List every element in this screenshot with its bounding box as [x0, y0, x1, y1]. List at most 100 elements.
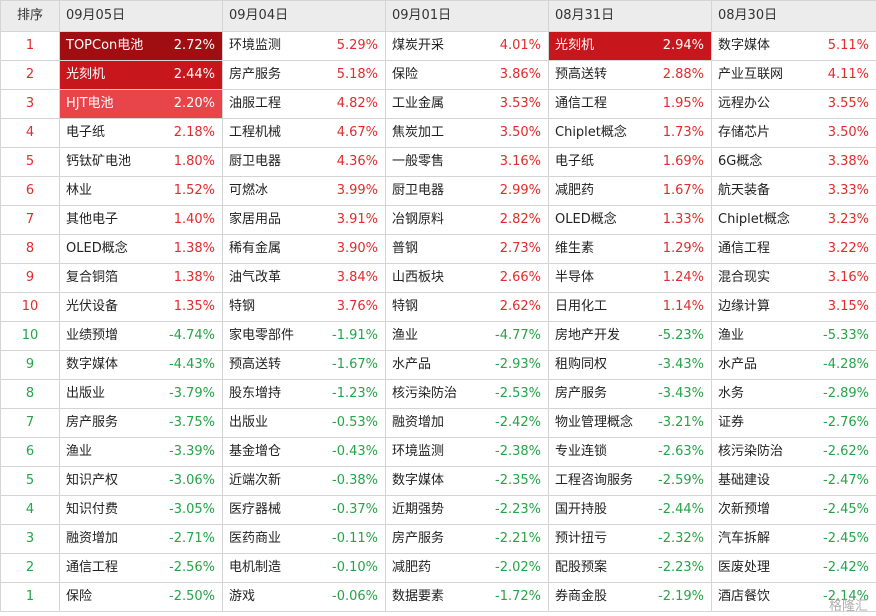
sector-name[interactable]: 近期强势: [385, 495, 482, 525]
sector-name[interactable]: 油服工程: [222, 89, 319, 119]
date-header[interactable]: 08月30日: [711, 0, 808, 32]
sector-name[interactable]: 电子纸: [548, 147, 645, 177]
sector-name[interactable]: 医疗器械: [222, 495, 319, 525]
sector-name[interactable]: 航天装备: [711, 176, 808, 206]
sector-name[interactable]: 油气改革: [222, 263, 319, 293]
sector-name[interactable]: 通信工程: [59, 553, 156, 583]
sector-name[interactable]: 游戏: [222, 582, 319, 612]
sector-name[interactable]: 特钢: [222, 292, 319, 322]
sector-name[interactable]: 稀有金属: [222, 234, 319, 264]
sector-name[interactable]: 厨卫电器: [385, 176, 482, 206]
sector-name[interactable]: 日用化工: [548, 292, 645, 322]
sector-name[interactable]: 普钢: [385, 234, 482, 264]
sector-name[interactable]: 房产服务: [385, 524, 482, 554]
sector-name[interactable]: 6G概念: [711, 147, 808, 177]
sector-name[interactable]: 存储芯片: [711, 118, 808, 148]
sector-name[interactable]: 数字媒体: [711, 31, 808, 61]
date-header[interactable]: 09月04日: [222, 0, 319, 32]
sector-name[interactable]: 保险: [59, 582, 156, 612]
sector-name[interactable]: Chiplet概念: [548, 118, 645, 148]
sector-name[interactable]: 通信工程: [548, 89, 645, 119]
sector-name[interactable]: 一般零售: [385, 147, 482, 177]
sector-name[interactable]: 基金增仓: [222, 437, 319, 467]
sector-name[interactable]: 知识产权: [59, 466, 156, 496]
sector-name[interactable]: 水产品: [711, 350, 808, 380]
sector-name[interactable]: 厨卫电器: [222, 147, 319, 177]
sector-name[interactable]: 物业管理概念: [548, 408, 645, 438]
sector-name[interactable]: OLED概念: [59, 234, 156, 264]
sector-name[interactable]: 林业: [59, 176, 156, 206]
sector-name[interactable]: 光刻机: [59, 60, 156, 90]
sector-name[interactable]: 产业互联网: [711, 60, 808, 90]
sector-name[interactable]: 工程咨询服务: [548, 466, 645, 496]
sector-name[interactable]: Chiplet概念: [711, 205, 808, 235]
sector-name[interactable]: 房产服务: [548, 379, 645, 409]
sector-name[interactable]: 次新预增: [711, 495, 808, 525]
sector-name[interactable]: 家电零部件: [222, 321, 319, 351]
sector-name[interactable]: 工业金属: [385, 89, 482, 119]
sector-name[interactable]: 保险: [385, 60, 482, 90]
sector-name[interactable]: 租购同权: [548, 350, 645, 380]
sector-name[interactable]: TOPCon电池: [59, 31, 156, 61]
sector-name[interactable]: 知识付费: [59, 495, 156, 525]
sector-name[interactable]: 汽车拆解: [711, 524, 808, 554]
sector-name[interactable]: 房地产开发: [548, 321, 645, 351]
sector-name[interactable]: 渔业: [385, 321, 482, 351]
sector-name[interactable]: OLED概念: [548, 205, 645, 235]
sector-name[interactable]: 家居用品: [222, 205, 319, 235]
sector-name[interactable]: 融资增加: [385, 408, 482, 438]
sector-name[interactable]: 核污染防治: [711, 437, 808, 467]
sector-name[interactable]: 减肥药: [548, 176, 645, 206]
sector-name[interactable]: 国开持股: [548, 495, 645, 525]
sector-name[interactable]: 煤炭开采: [385, 31, 482, 61]
sector-name[interactable]: 预计扭亏: [548, 524, 645, 554]
sector-name[interactable]: 钙钛矿电池: [59, 147, 156, 177]
sector-name[interactable]: 水产品: [385, 350, 482, 380]
sector-name[interactable]: 预高送转: [548, 60, 645, 90]
sector-name[interactable]: 医废处理: [711, 553, 808, 583]
sector-name[interactable]: 券商金股: [548, 582, 645, 612]
sector-name[interactable]: 专业连锁: [548, 437, 645, 467]
sector-name[interactable]: 基础建设: [711, 466, 808, 496]
sector-name[interactable]: 数据要素: [385, 582, 482, 612]
sector-name[interactable]: 复合铜箔: [59, 263, 156, 293]
sector-name[interactable]: 证券: [711, 408, 808, 438]
sector-name[interactable]: 电子纸: [59, 118, 156, 148]
sector-name[interactable]: 近端次新: [222, 466, 319, 496]
date-header[interactable]: 09月01日: [385, 0, 482, 32]
sector-name[interactable]: 山西板块: [385, 263, 482, 293]
sector-name[interactable]: 水务: [711, 379, 808, 409]
sector-name[interactable]: 冶钢原料: [385, 205, 482, 235]
sector-name[interactable]: 数字媒体: [59, 350, 156, 380]
sector-name[interactable]: 融资增加: [59, 524, 156, 554]
sector-name[interactable]: 核污染防治: [385, 379, 482, 409]
sector-name[interactable]: 光刻机: [548, 31, 645, 61]
sector-name[interactable]: 房产服务: [222, 60, 319, 90]
sector-name[interactable]: 工程机械: [222, 118, 319, 148]
sector-name[interactable]: 环境监测: [385, 437, 482, 467]
sector-name[interactable]: 医药商业: [222, 524, 319, 554]
sector-name[interactable]: 特钢: [385, 292, 482, 322]
sector-name[interactable]: 远程办公: [711, 89, 808, 119]
sector-name[interactable]: 预高送转: [222, 350, 319, 380]
sector-name[interactable]: 股东增持: [222, 379, 319, 409]
sector-name[interactable]: 渔业: [59, 437, 156, 467]
sector-name[interactable]: 环境监测: [222, 31, 319, 61]
sector-name[interactable]: 出版业: [59, 379, 156, 409]
sector-name[interactable]: 配股预案: [548, 553, 645, 583]
sector-name[interactable]: 渔业: [711, 321, 808, 351]
sector-name[interactable]: 减肥药: [385, 553, 482, 583]
sector-name[interactable]: HJT电池: [59, 89, 156, 119]
sector-name[interactable]: 电机制造: [222, 553, 319, 583]
sector-name[interactable]: 业绩预增: [59, 321, 156, 351]
sector-name[interactable]: 边缘计算: [711, 292, 808, 322]
sector-name[interactable]: 其他电子: [59, 205, 156, 235]
sector-name[interactable]: 数字媒体: [385, 466, 482, 496]
date-header[interactable]: 08月31日: [548, 0, 645, 32]
sector-name[interactable]: 焦炭加工: [385, 118, 482, 148]
sector-name[interactable]: 半导体: [548, 263, 645, 293]
sector-name[interactable]: 房产服务: [59, 408, 156, 438]
sector-name[interactable]: 酒店餐饮: [711, 582, 808, 612]
sector-name[interactable]: 光伏设备: [59, 292, 156, 322]
sector-name[interactable]: 通信工程: [711, 234, 808, 264]
